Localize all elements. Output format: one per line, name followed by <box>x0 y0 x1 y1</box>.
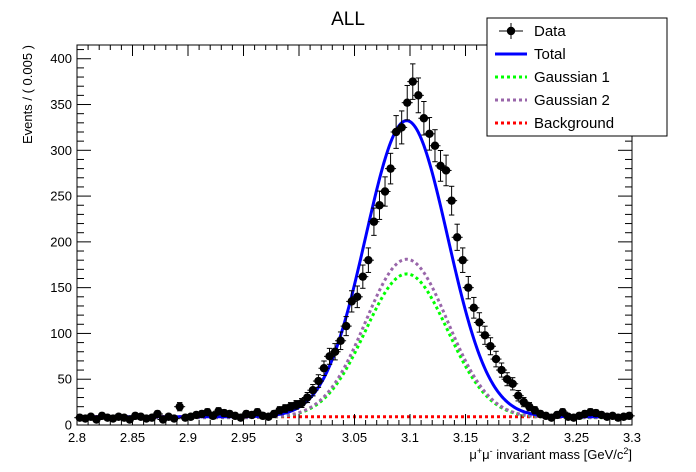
x-tick-label: 3.15 <box>453 430 478 445</box>
data-point <box>347 297 356 306</box>
data-points <box>74 63 635 424</box>
legend-label: Data <box>534 23 566 40</box>
x-axis-label-mu1: μ <box>469 447 477 462</box>
data-point <box>436 161 445 171</box>
data-point <box>358 272 368 281</box>
y-tick-label: 200 <box>50 234 72 249</box>
x-tick-label: 2.85 <box>120 430 145 445</box>
data-point <box>447 196 456 205</box>
y-tick-label: 250 <box>50 189 72 204</box>
data-point <box>375 201 384 210</box>
data-point <box>469 303 479 312</box>
x-tick-label: 3 <box>295 430 302 445</box>
data-point <box>369 217 379 226</box>
y-tick-label: 150 <box>50 280 72 295</box>
x-tick-label: 3.1 <box>401 430 419 445</box>
legend-item-gaussian-1: Gaussian 1 <box>495 69 610 86</box>
data-point <box>175 402 184 411</box>
x-tick-label: 3.2 <box>512 430 530 445</box>
x-axis-label-plus: + <box>477 446 482 456</box>
data-point <box>425 129 434 139</box>
data-point <box>475 318 484 327</box>
y-tick-label: 50 <box>58 372 72 387</box>
legend: Data Total Gaussian 1 Gaussian 2 Background <box>486 17 668 137</box>
x-axis-label-minus: - <box>490 446 493 456</box>
legend-item-background: Background <box>495 115 614 132</box>
y-axis-label: Events / ( 0.005 ) <box>20 45 35 144</box>
data-point <box>397 123 406 132</box>
data-point <box>452 233 462 242</box>
legend-item-total: Total <box>495 46 566 63</box>
x-axis-label-close: ] <box>628 447 632 462</box>
data-point <box>341 321 351 331</box>
y-tick-label: 350 <box>50 97 72 112</box>
x-axis-label-mu2: μ <box>482 447 490 462</box>
data-point <box>408 77 417 86</box>
data-point <box>491 354 501 364</box>
legend-label: Total <box>534 46 566 63</box>
y-tick-label: 300 <box>50 143 72 158</box>
data-point <box>508 379 517 388</box>
y-tick-label: 400 <box>50 51 72 66</box>
legend-label: Gaussian 2 <box>534 92 610 109</box>
legend-item-data: Data <box>499 23 566 40</box>
chart-title: ALL <box>331 9 365 30</box>
data-point <box>414 91 423 100</box>
data-point <box>486 342 495 351</box>
data-point <box>380 187 390 196</box>
data-point <box>391 127 401 137</box>
data-point <box>403 98 412 107</box>
legend-item-gaussian-2: Gaussian 2 <box>495 92 610 109</box>
data-point <box>297 398 306 408</box>
data-point <box>208 411 218 421</box>
fit-curves <box>77 119 632 420</box>
data-point <box>325 352 334 361</box>
legend-label: Gaussian 1 <box>534 69 610 86</box>
data-point <box>480 331 490 340</box>
legend-label: Background <box>534 115 614 132</box>
x-tick-label: 3.3 <box>623 430 641 445</box>
y-tick-label: 0 <box>65 418 72 433</box>
data-point <box>464 283 473 292</box>
x-tick-label: 3.05 <box>342 430 367 445</box>
x-axis-label: μ+μ- invariant mass [GeV/c2] <box>469 446 632 462</box>
data-point <box>353 292 362 302</box>
x-axis-label-text: invariant mass [GeV/c <box>493 447 624 462</box>
axis-ticks: 2.8 2.85 2.9 2.95 3 3.05 3.1 3.15 3.2 3.25 3.3 0 50 1… <box>50 45 641 445</box>
data-point <box>419 114 429 123</box>
data-point <box>153 409 162 419</box>
data-point <box>308 386 318 395</box>
data-point <box>319 364 329 373</box>
x-tick-label: 2.95 <box>231 430 256 445</box>
data-point <box>430 141 440 150</box>
legend-marker <box>506 26 516 36</box>
data-point <box>558 407 567 417</box>
x-tick-label: 2.8 <box>68 430 86 445</box>
data-point <box>497 365 506 375</box>
data-point <box>303 393 312 402</box>
data-point <box>330 347 340 356</box>
data-point <box>336 336 345 345</box>
data-point <box>519 397 528 407</box>
data-point <box>386 164 395 173</box>
legend-box <box>486 17 668 137</box>
total-curve <box>77 119 632 419</box>
data-point <box>502 375 512 384</box>
data-point <box>458 255 467 265</box>
x-axis-label-exp: 2 <box>623 446 628 456</box>
data-point <box>169 414 179 423</box>
y-tick-label: 100 <box>50 326 72 341</box>
data-point <box>441 166 451 175</box>
x-tick-label: 2.9 <box>179 430 197 445</box>
x-tick-label: 3.25 <box>564 430 589 445</box>
data-point <box>514 391 523 400</box>
data-point <box>364 255 373 265</box>
data-point <box>314 376 323 386</box>
